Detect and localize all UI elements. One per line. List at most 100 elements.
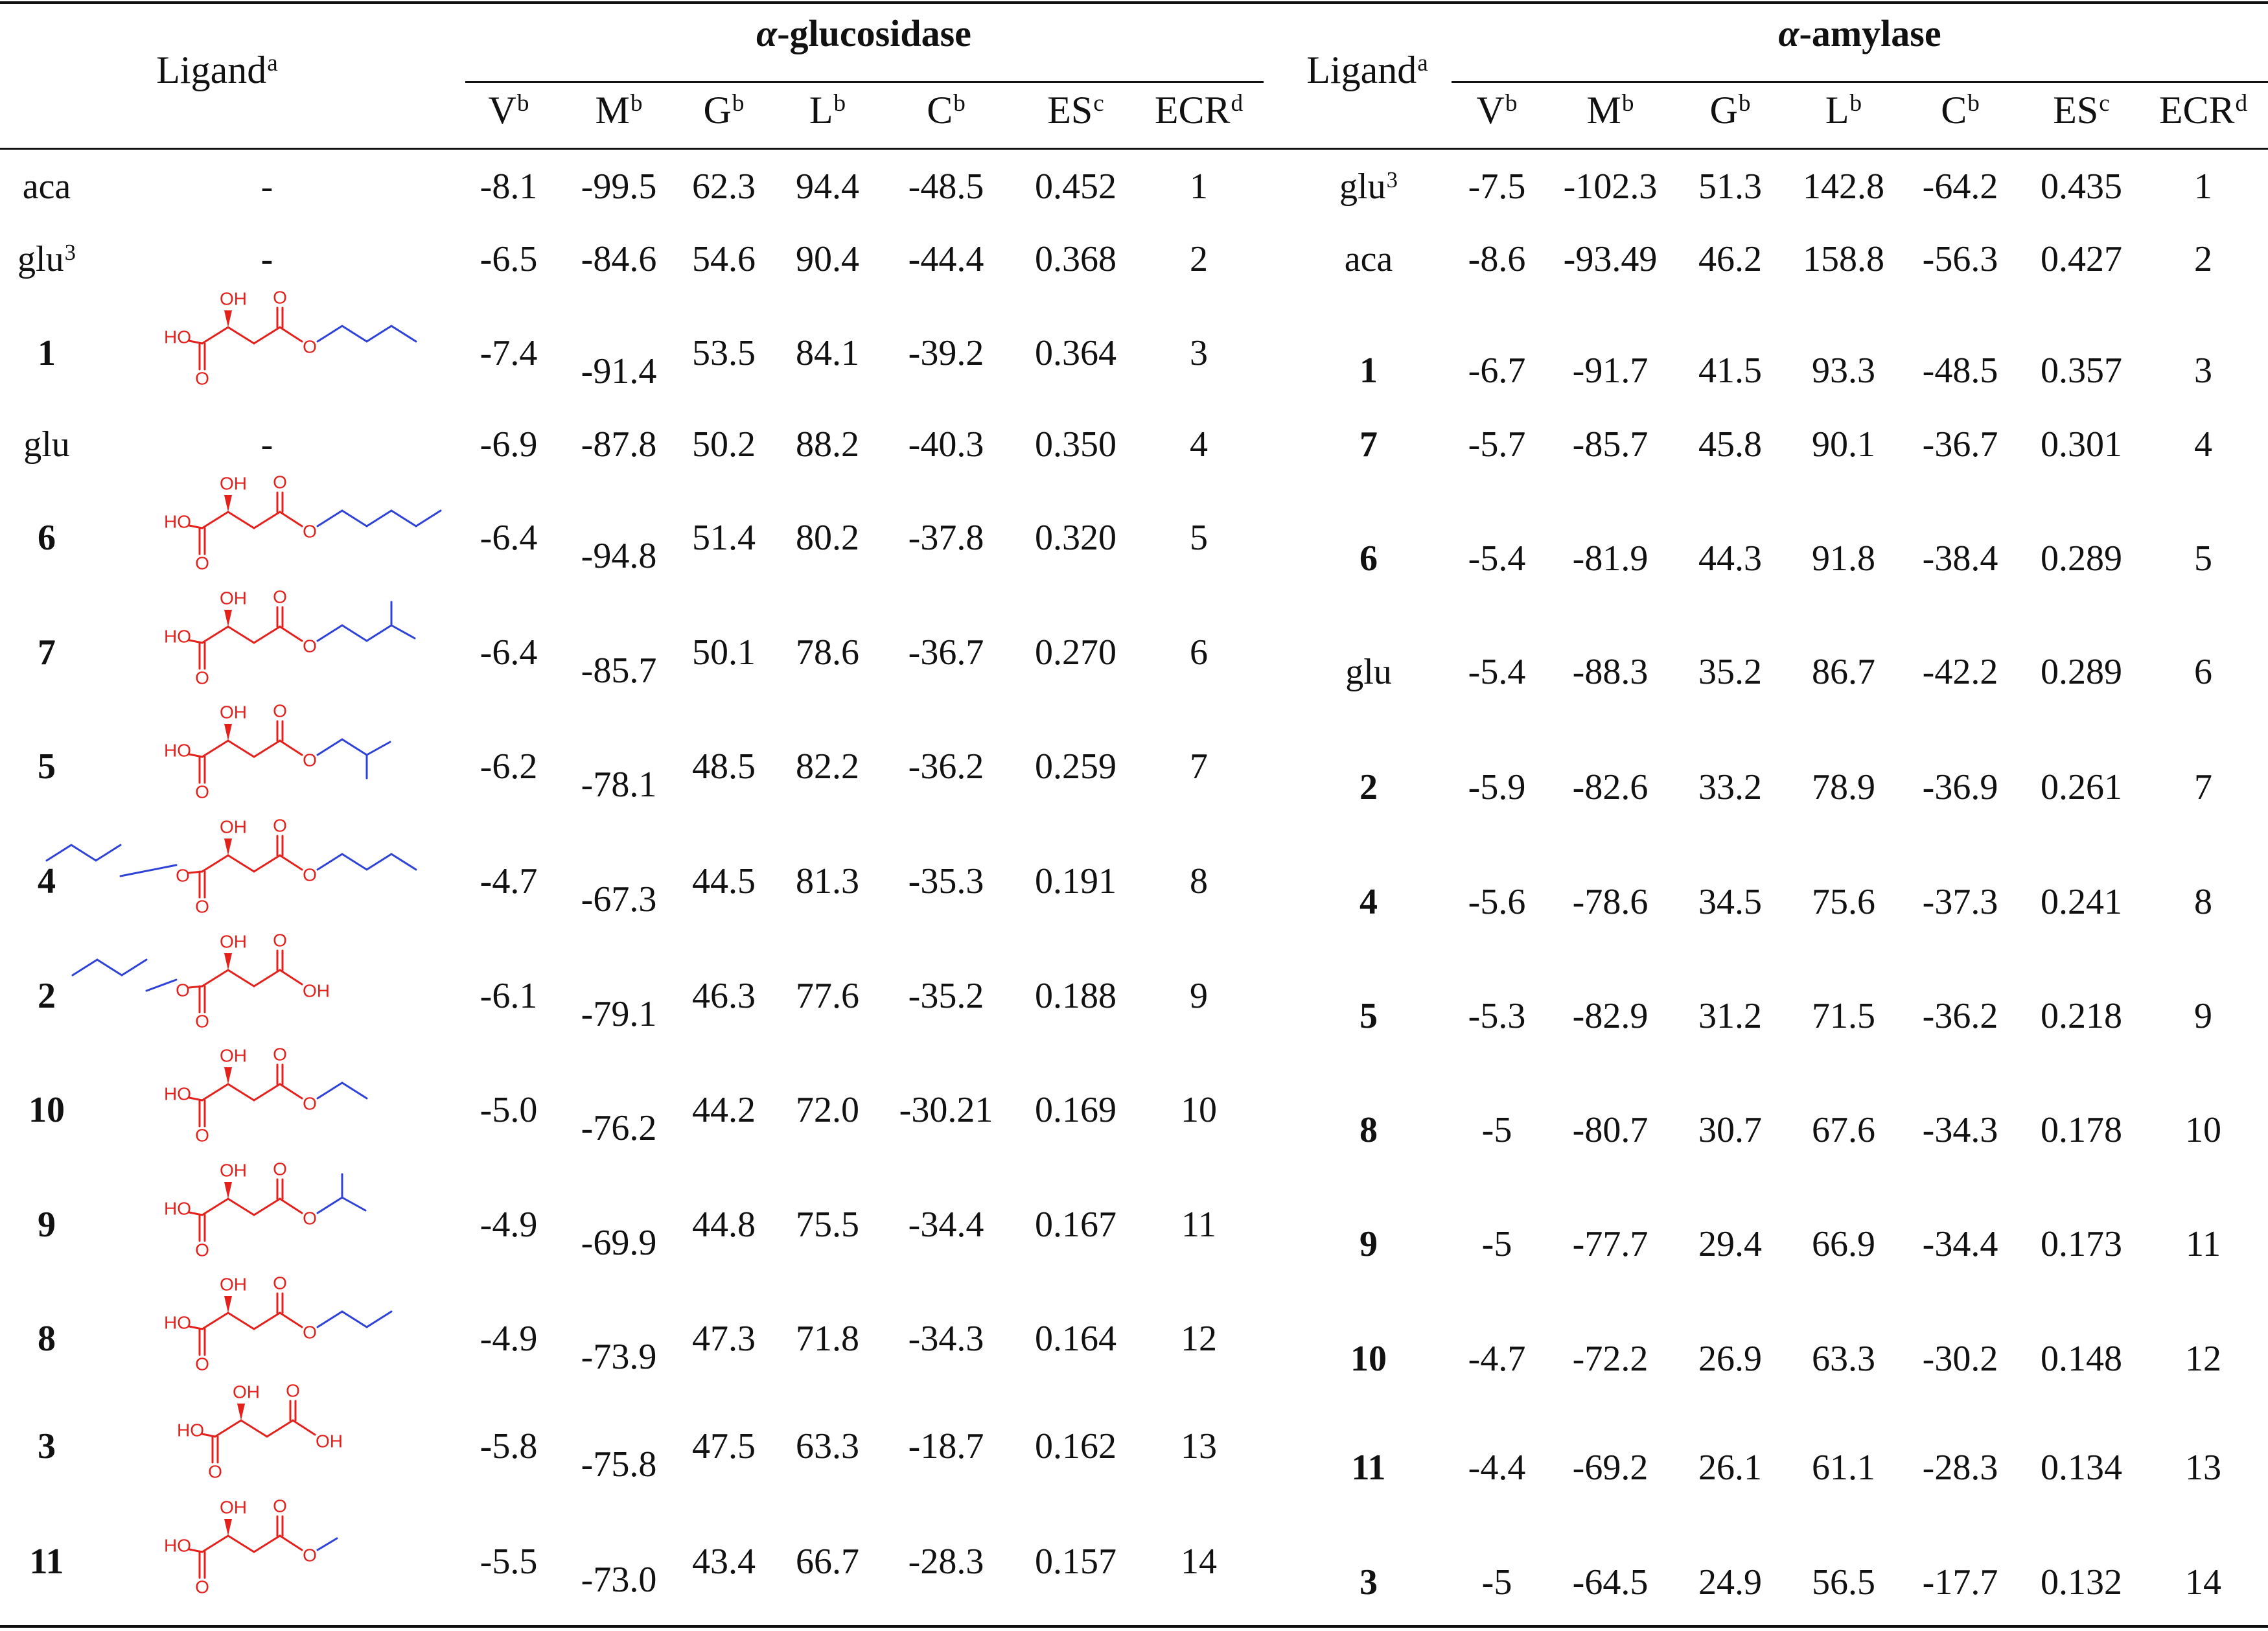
bond <box>279 739 303 756</box>
glucosidase-cell-m: -99.5 <box>581 167 657 207</box>
amylase-cell-g: 29.4 <box>1698 1224 1762 1264</box>
hydroxyl-label: HO <box>164 1083 191 1104</box>
ligand-label: 9 <box>38 1205 56 1245</box>
bond <box>121 958 148 977</box>
carbonyl-oxygen-label: O <box>195 1577 209 1597</box>
glucosidase-cell-v: -6.1 <box>480 976 538 1016</box>
glucosidase-cell-v: -6.5 <box>480 239 538 279</box>
hydroxyl-label: HO <box>164 511 191 531</box>
glucosidase-cell-es: 0.162 <box>1035 1426 1117 1466</box>
stereo-wedge <box>224 310 232 327</box>
ligand-label: 11 <box>29 1542 64 1582</box>
ester-oxygen-label: O <box>176 980 190 1000</box>
ligand-label: 7 <box>1360 424 1378 465</box>
amylase-cell-ecr: 10 <box>2185 1110 2221 1150</box>
amylase-cell-ecr: 11 <box>2186 1224 2221 1264</box>
amylase-cell-g: 34.5 <box>1698 882 1762 922</box>
hydroxyl-label: OH <box>220 1045 247 1065</box>
bond <box>227 1083 255 1102</box>
glucosidase-cell-ecr: 4 <box>1190 424 1208 465</box>
stereo-wedge <box>237 1404 245 1420</box>
bond <box>316 509 343 527</box>
glucosidase-cell-es: 0.452 <box>1035 167 1117 207</box>
amylase-cell-m: -69.2 <box>1572 1448 1649 1488</box>
hydroxyl-label: OH <box>220 816 247 837</box>
amylase-cell-l: 158.8 <box>1803 239 1884 279</box>
glucosidase-cell-c: -39.2 <box>908 333 984 373</box>
glucosidase-cell-c: -48.5 <box>908 167 984 207</box>
amylase-cell-v: -5.6 <box>1468 882 1526 922</box>
carbonyl-oxygen-label: O <box>208 1461 222 1481</box>
column-header-label: C <box>1941 89 1967 132</box>
amylase-cell-c: -28.3 <box>1922 1448 1998 1488</box>
bond <box>390 853 417 871</box>
amylase-ligand-id: glu3 <box>1339 168 1398 205</box>
amylase-cell-m: -91.7 <box>1572 351 1649 391</box>
glucosidase-cell-g: 44.2 <box>692 1090 756 1130</box>
glucosidase-ligand-id: 2 <box>38 978 56 1014</box>
glucosidase-cell-es: 0.259 <box>1035 746 1117 787</box>
ligand-label: 1 <box>1360 351 1378 391</box>
glucosidase-ligand-id: glu3 <box>17 241 76 277</box>
amylase-cell-c: -17.7 <box>1922 1562 1998 1602</box>
ligand-footnote: 3 <box>1386 167 1398 192</box>
bond <box>227 1534 255 1553</box>
glucosidase-ligand-id: 1 <box>38 335 56 371</box>
bond <box>201 969 229 988</box>
amylase-cell-v: -5 <box>1481 1224 1512 1264</box>
glucosidase-cell-l: 77.6 <box>796 976 859 1016</box>
column-header-footnote: b <box>1505 90 1518 117</box>
column-header-footnote: d <box>2235 90 2248 117</box>
hydroxyl-label: HO <box>164 1198 191 1218</box>
amylase-cell-v: -5 <box>1481 1110 1512 1150</box>
glucosidase-ligand-id: glu <box>23 426 70 463</box>
glucosidase-cell-g: 53.5 <box>692 333 756 373</box>
bond <box>279 969 303 986</box>
column-header-footnote: b <box>1849 90 1862 117</box>
ester-oxygen-label: O <box>303 521 317 541</box>
amylase-ligand-id: 8 <box>1360 1112 1378 1148</box>
glucosidase-cell-v: -5.8 <box>480 1426 538 1466</box>
ligand-label: 10 <box>29 1090 65 1130</box>
column-header-label: V <box>1476 89 1505 132</box>
column-header-left-l: Lb <box>809 91 846 130</box>
amylase-cell-g: 26.1 <box>1698 1448 1762 1488</box>
bond <box>253 1083 281 1102</box>
bond <box>214 1419 242 1438</box>
molecule-structure-mol-isopentyl: HO O OH O O <box>164 586 416 688</box>
carbonyl-oxygen-label: O <box>273 930 287 950</box>
glucosidase-cell-ecr: 6 <box>1190 632 1208 673</box>
bond <box>119 864 178 877</box>
column-header-footnote: b <box>516 90 529 117</box>
bond <box>201 1083 229 1102</box>
amylase-cell-m: -82.9 <box>1572 996 1649 1036</box>
amylase-cell-v: -8.6 <box>1468 239 1526 279</box>
bond <box>96 958 123 977</box>
glucosidase-ligand-id: 6 <box>38 520 56 556</box>
glucosidase-cell-c: -35.2 <box>908 976 984 1016</box>
carbonyl-oxygen-label: O <box>273 472 287 492</box>
amylase-cell-l: 66.9 <box>1812 1224 1875 1264</box>
carbonyl-oxygen-label: O <box>195 1240 209 1260</box>
hydroxyl-label: OH <box>220 1274 247 1294</box>
amylase-cell-ecr: 2 <box>2194 239 2212 279</box>
amylase-cell-v: -5.7 <box>1468 424 1526 465</box>
bond <box>316 738 343 756</box>
amylase-cell-c: -38.4 <box>1922 538 1998 579</box>
glucosidase-cell-m: -78.1 <box>581 765 657 805</box>
bond <box>71 958 98 977</box>
glucosidase-cell-c: -18.7 <box>908 1426 984 1466</box>
bond <box>253 739 281 758</box>
carbonyl-oxygen-label: O <box>195 553 209 573</box>
column-header-footnote: c <box>1093 90 1104 117</box>
glucosidase-cell-c: -28.3 <box>908 1542 984 1582</box>
amylase-cell-c: -36.7 <box>1922 424 1998 465</box>
glucosidase-cell-v: -5.0 <box>480 1090 538 1130</box>
column-header-footnote: c <box>2099 90 2110 117</box>
bond <box>341 853 368 871</box>
glucosidase-cell-g: 47.3 <box>692 1319 756 1359</box>
carbonyl-oxygen-label: O <box>195 667 209 688</box>
bond <box>341 624 368 642</box>
amylase-cell-c: -34.3 <box>1922 1110 1998 1150</box>
